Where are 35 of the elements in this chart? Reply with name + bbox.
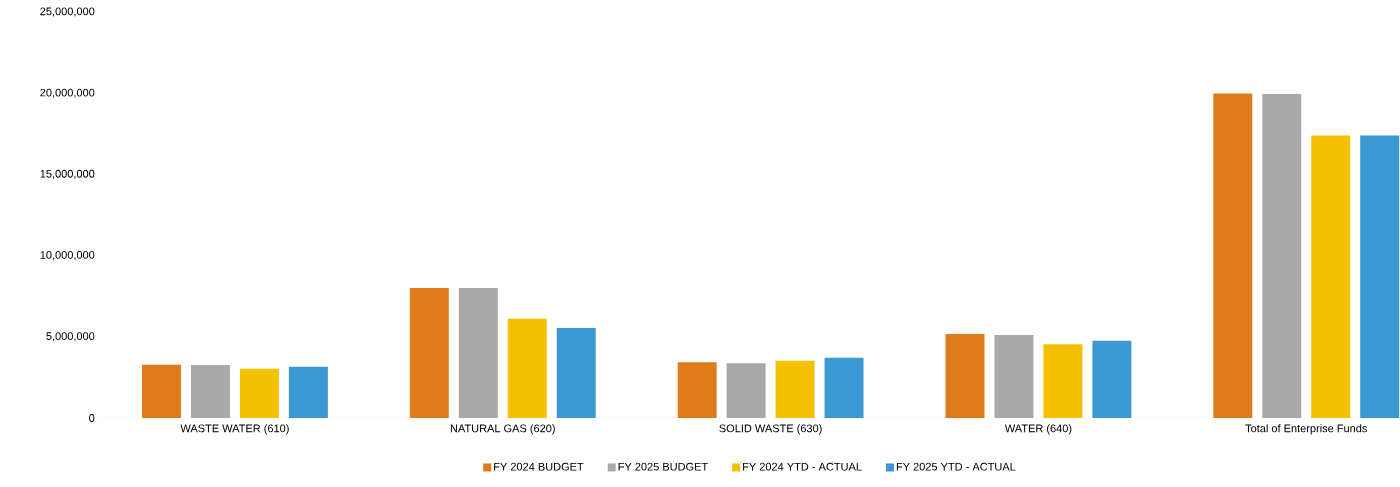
x-tick-label: NATURAL GAS (620) [450, 424, 555, 435]
bar [1043, 344, 1083, 418]
bar [726, 363, 766, 418]
bar [1092, 340, 1132, 418]
bar [677, 362, 717, 418]
y-tick-label: 25,000,000 [40, 7, 95, 17]
y-tick-label: 10,000,000 [40, 251, 95, 261]
bar [994, 335, 1034, 418]
x-tick-label: SOLID WASTE (630) [719, 424, 822, 435]
bar [775, 360, 815, 418]
legend-label: FY 2024 BUDGET [494, 462, 584, 471]
bar [824, 357, 864, 418]
bar [190, 365, 230, 418]
bar [239, 368, 279, 418]
bar [507, 318, 547, 418]
bar [556, 328, 596, 418]
bar [142, 364, 181, 418]
bar [1311, 135, 1351, 418]
legend-label: FY 2024 YTD - ACTUAL [743, 462, 862, 471]
legend-label: FY 2025 BUDGET [618, 462, 708, 471]
bar [409, 288, 449, 418]
legend-label: FY 2025 YTD - ACTUAL [896, 462, 1016, 471]
x-tick-label: WASTE WATER (610) [180, 424, 289, 435]
x-tick-label: WATER (640) [1004, 424, 1072, 435]
bar [288, 366, 328, 418]
x-tick-label: Total of Enterprise Funds [1245, 424, 1367, 435]
bar [1262, 94, 1302, 418]
y-tick-label: 5,000,000 [46, 332, 95, 342]
y-tick-label: 20,000,000 [40, 88, 95, 98]
bar [458, 288, 498, 418]
bar [945, 334, 985, 418]
y-tick-label: 0 [89, 414, 95, 422]
bar [1213, 93, 1253, 418]
y-tick-label: 15,000,000 [40, 169, 95, 179]
bar [1360, 135, 1400, 418]
